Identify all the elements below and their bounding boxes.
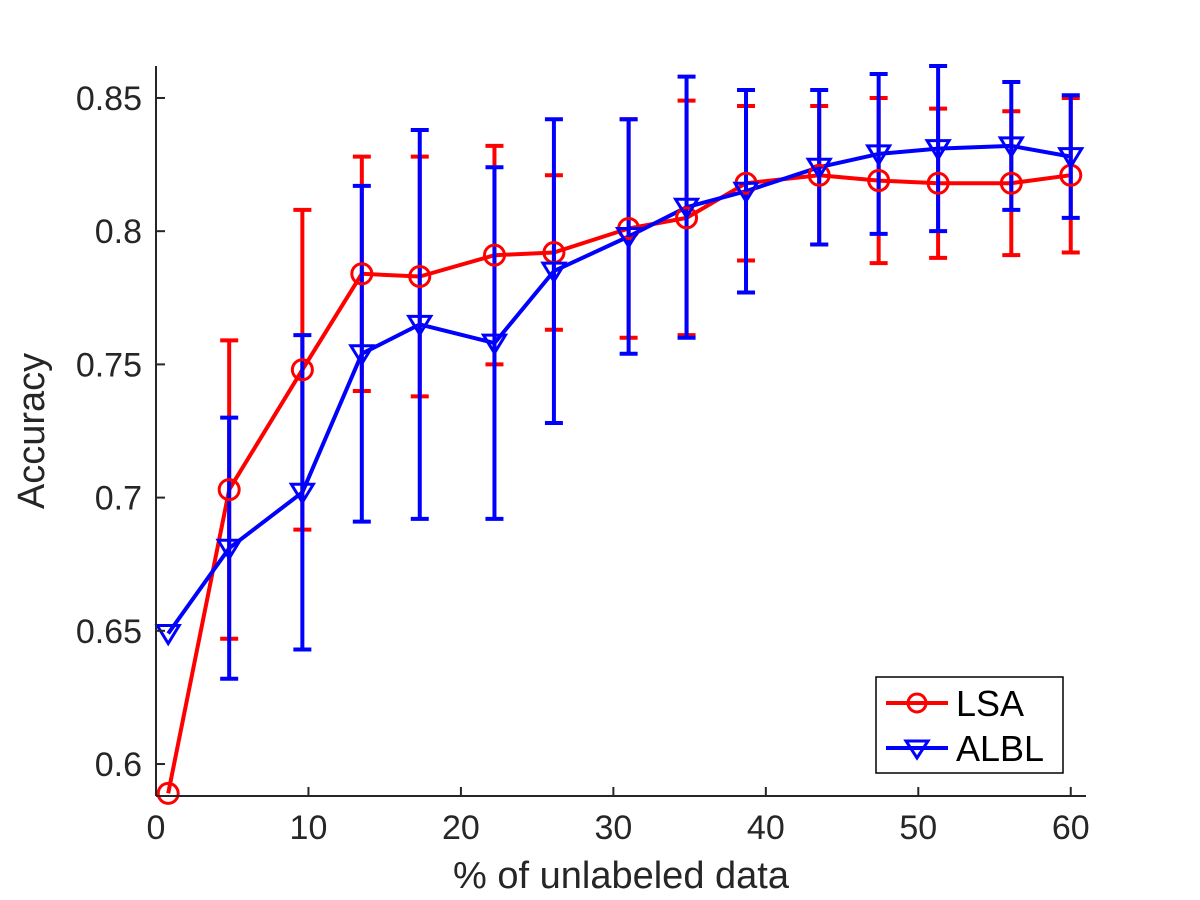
albl-point bbox=[997, 136, 1025, 159]
lsa-point bbox=[999, 171, 1023, 195]
x-tick-label: 50 bbox=[899, 809, 937, 847]
albl-point bbox=[215, 538, 243, 562]
albl-point bbox=[672, 197, 701, 221]
lsa-point bbox=[482, 243, 506, 267]
albl-point bbox=[348, 344, 376, 367]
y-tick-label: 0.85 bbox=[76, 80, 142, 118]
x-tick-label: 60 bbox=[1052, 809, 1090, 847]
axes bbox=[155, 66, 1086, 797]
legend-box bbox=[875, 676, 1064, 774]
x-ticks: 0 10 20 30 40 50 60 bbox=[147, 787, 1090, 847]
y-tick-label: 0.7 bbox=[95, 480, 142, 518]
error-bars bbox=[220, 64, 1080, 681]
x-tick-label: 20 bbox=[442, 809, 480, 847]
albl-point bbox=[805, 157, 833, 181]
albl-point bbox=[540, 261, 568, 285]
y-axis-label: Accuracy bbox=[11, 353, 53, 509]
albl-point bbox=[1057, 147, 1085, 170]
x-tick-label: 30 bbox=[594, 809, 632, 847]
legend: LSA ALBL bbox=[875, 676, 1064, 774]
series-markers bbox=[154, 136, 1085, 805]
lsa-point bbox=[675, 206, 699, 230]
lsa-point bbox=[408, 264, 432, 288]
albl-point bbox=[614, 227, 643, 250]
albl-point bbox=[406, 314, 434, 338]
legend-albl-label: ALBL bbox=[956, 728, 1044, 769]
albl-point bbox=[732, 181, 760, 205]
legend-albl-marker bbox=[903, 739, 931, 761]
legend-lsa-marker bbox=[906, 692, 928, 714]
legend-lsa-label: LSA bbox=[956, 683, 1024, 724]
x-tick-label: 40 bbox=[747, 809, 785, 847]
x-axis-label: % of unlabeled data bbox=[453, 855, 790, 897]
lsa-point bbox=[156, 781, 180, 805]
y-tick-label: 0.65 bbox=[76, 613, 142, 651]
lsa-point bbox=[290, 358, 314, 382]
albl-point bbox=[924, 139, 952, 162]
y-ticks: 0.6 0.65 0.7 0.75 0.8 0.85 bbox=[76, 80, 165, 784]
y-tick-label: 0.75 bbox=[76, 346, 142, 384]
y-tick-label: 0.6 bbox=[95, 746, 142, 784]
albl-point bbox=[480, 333, 509, 356]
lsa-point bbox=[807, 163, 831, 187]
x-tick-label: 0 bbox=[147, 809, 166, 847]
albl-point bbox=[864, 144, 893, 167]
lsa-point bbox=[867, 169, 891, 193]
albl-point bbox=[154, 623, 182, 647]
lsa-point bbox=[926, 171, 950, 195]
lsa-point bbox=[350, 262, 374, 286]
x-tick-label: 10 bbox=[290, 809, 328, 847]
albl-point bbox=[288, 482, 317, 506]
y-tick-label: 0.8 bbox=[95, 213, 142, 251]
lsa-point bbox=[217, 478, 241, 502]
